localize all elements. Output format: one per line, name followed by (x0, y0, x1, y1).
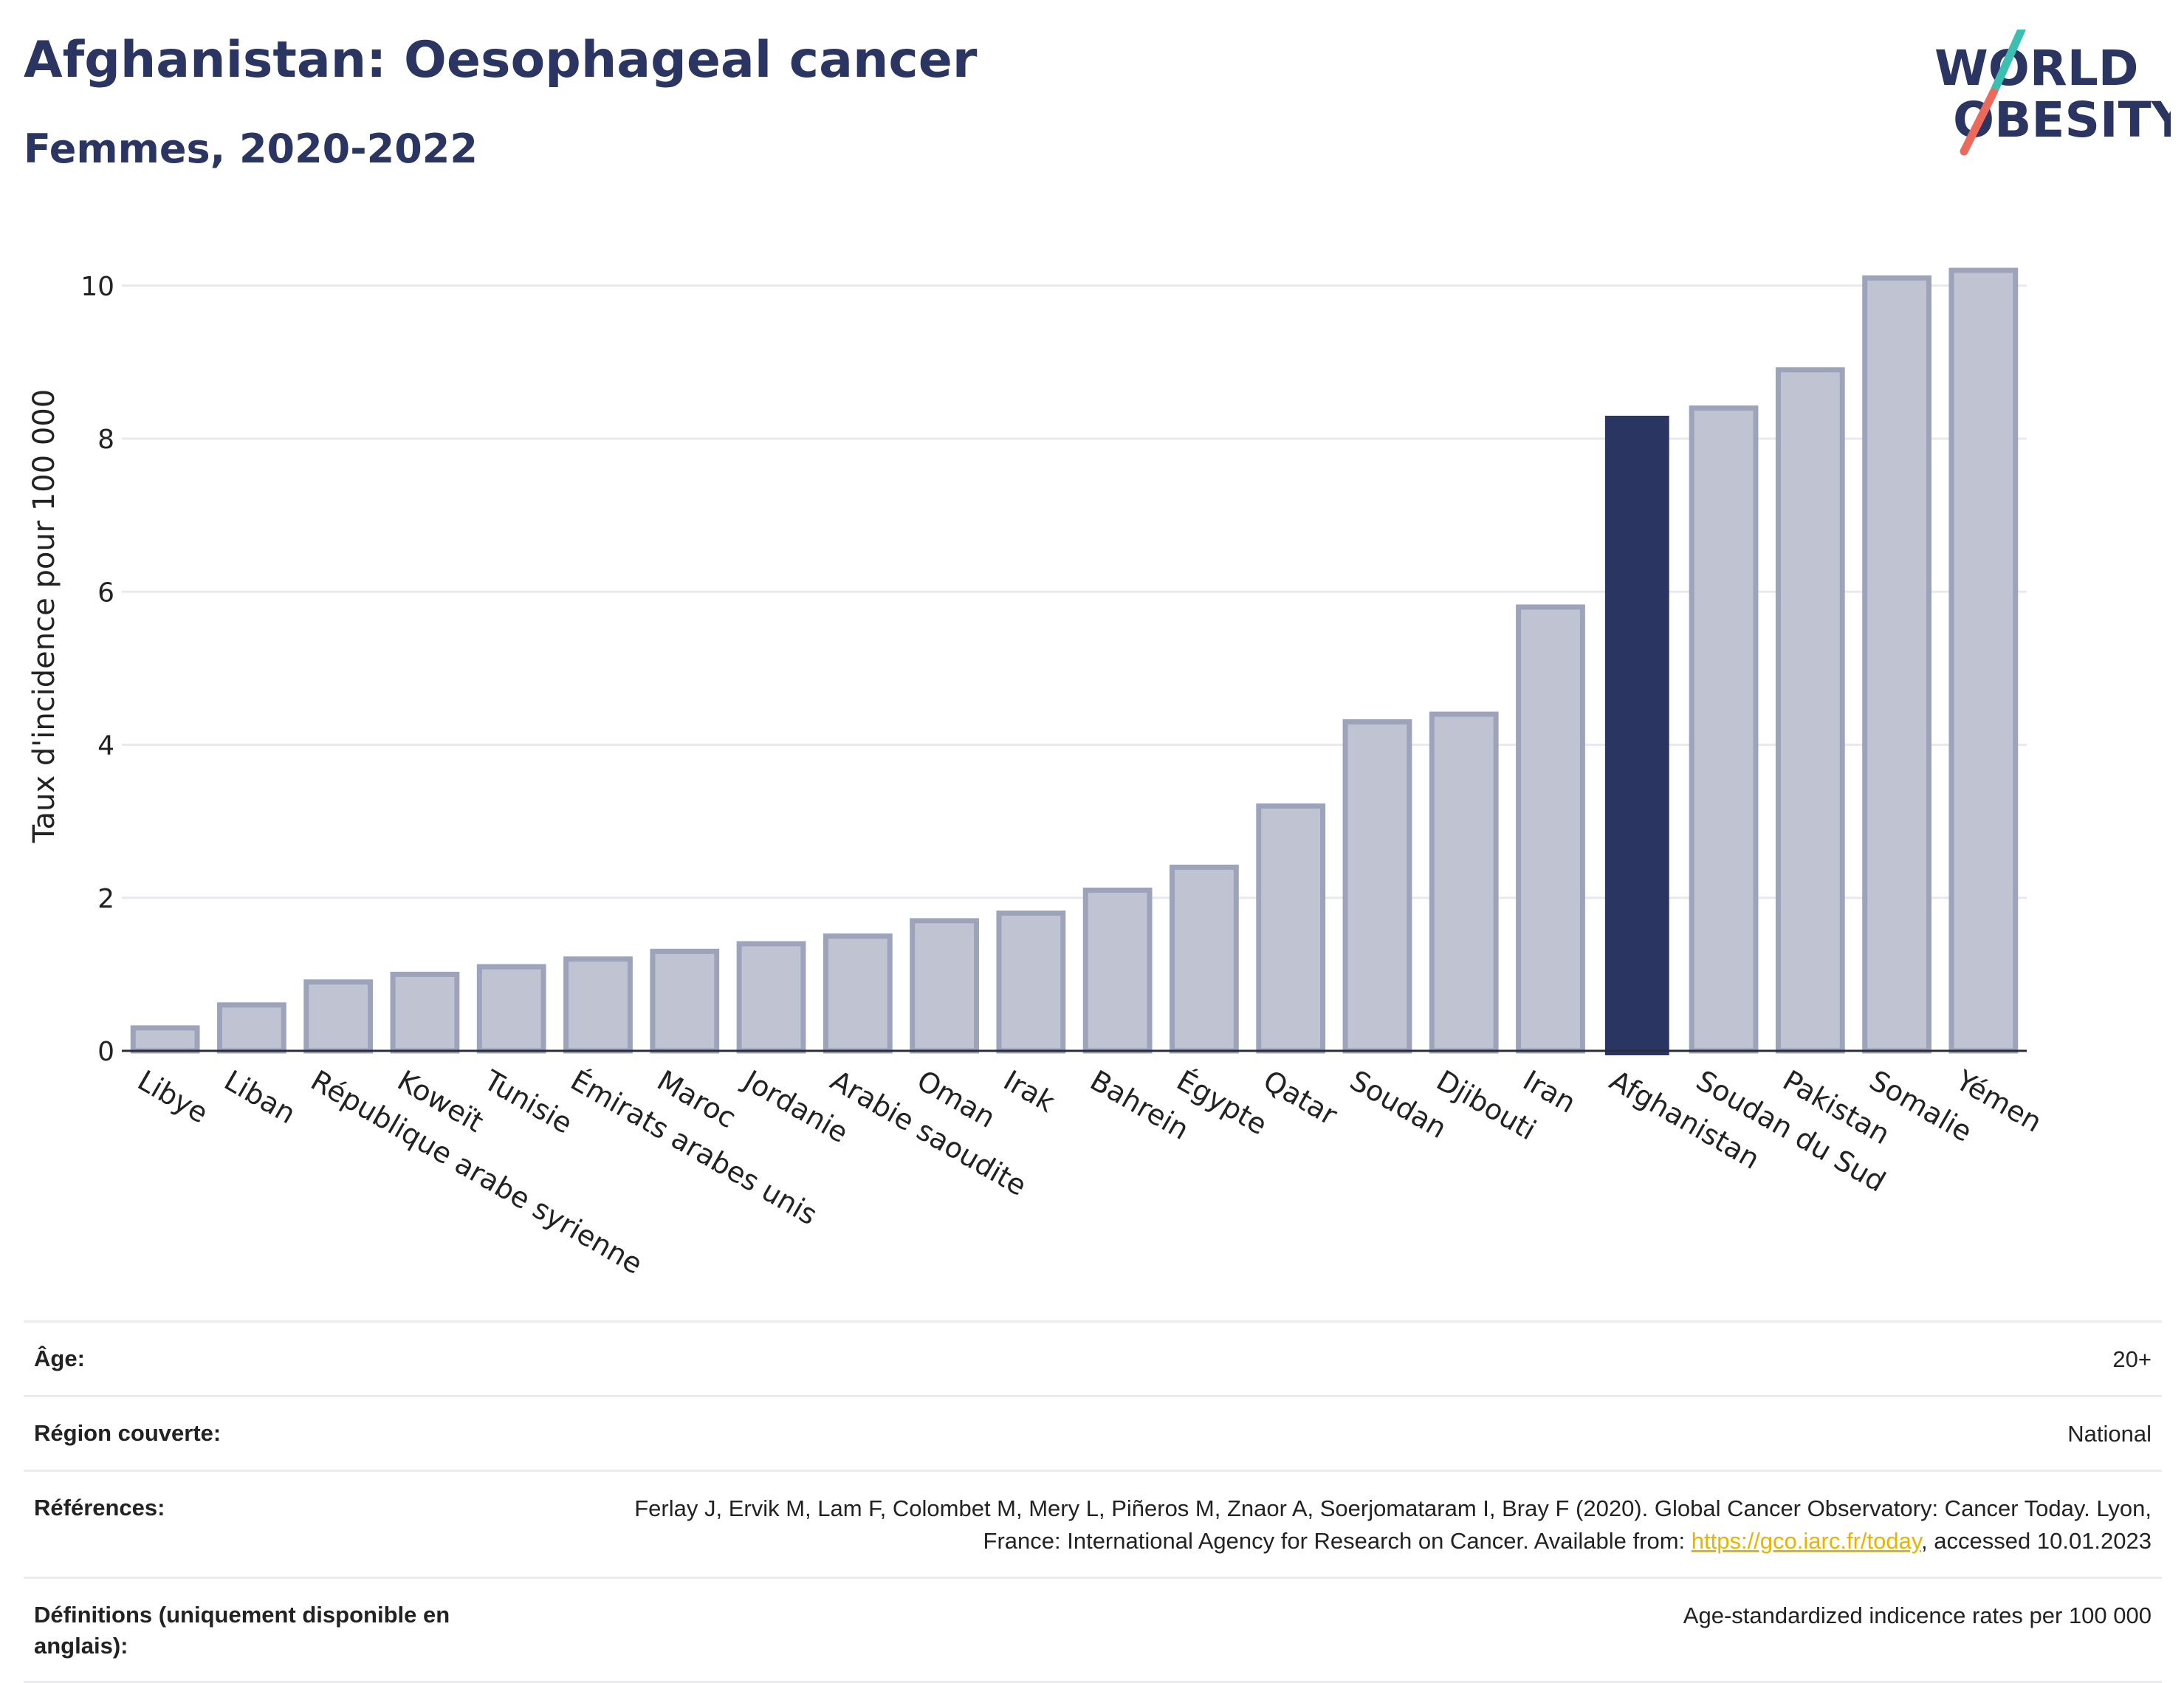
bar-15 (1429, 711, 1499, 1054)
references-text: Ferlay J, Ervik M, Lam F, Colombet M, Me… (634, 1495, 2152, 1554)
y-tick-label: 4 (97, 731, 114, 761)
bar-4 (476, 964, 546, 1054)
bar-8 (823, 933, 893, 1054)
y-tick-label: 2 (97, 884, 114, 914)
bar-11 (1082, 887, 1153, 1054)
x-tick-label: Soudan (1345, 1064, 1452, 1145)
bar-20 (1862, 275, 1931, 1054)
x-tick-label: Libye (132, 1064, 213, 1130)
meta-row-definitions: Définitions (uniquement disponible en an… (24, 1577, 2162, 1683)
page-subtitle: Femmes, 2020-2022 (24, 126, 478, 172)
meta-value-references: Ferlay J, Ervik M, Lam F, Colombet M, Me… (601, 1492, 2152, 1557)
bar-19 (1775, 367, 1845, 1054)
bar-2 (303, 979, 374, 1054)
bar-7 (736, 941, 806, 1054)
bar-9 (910, 918, 979, 1054)
page-title: Afghanistan: Oesophageal cancer (24, 31, 978, 89)
x-tick-label: Irak (998, 1064, 1060, 1119)
meta-label-region: Région couverte: (34, 1420, 222, 1446)
metadata-table: Âge: 20+ Région couverte: National Référ… (24, 1320, 2162, 1683)
bar-21 (1948, 267, 2019, 1054)
bar-17 (1604, 415, 1669, 1055)
bar-1 (217, 1002, 286, 1054)
bar-16 (1516, 604, 1585, 1054)
bar-13 (1256, 803, 1326, 1054)
meta-label-age: Âge: (34, 1346, 85, 1371)
meta-label-references: Références: (34, 1495, 165, 1521)
meta-row-references: Références: Ferlay J, Ervik M, Lam F, Co… (24, 1470, 2162, 1577)
x-tick-label: Djibouti (1431, 1064, 1542, 1147)
meta-row-age: Âge: 20+ (24, 1320, 2162, 1395)
meta-label-definitions: Définitions (uniquement disponible en an… (34, 1602, 450, 1659)
bar-14 (1342, 719, 1412, 1054)
meta-value-region: National (2067, 1421, 2152, 1447)
meta-value-definitions: Age-standardized indicence rates per 100… (1683, 1603, 2152, 1628)
bar-10 (996, 910, 1066, 1054)
logo-slash-coral (1960, 88, 1998, 156)
bar-12 (1170, 864, 1239, 1054)
meta-value-age: 20+ (2112, 1346, 2152, 1372)
bar-5 (563, 956, 633, 1054)
y-tick-label: 8 (97, 425, 114, 455)
logo-slash-teal (1989, 30, 2026, 97)
y-tick-label: 10 (80, 272, 114, 302)
y-axis-label: Taux d'incidence pour 100 000 (27, 389, 61, 843)
x-tick-label: Liban (219, 1064, 301, 1131)
y-tick-label: 0 (97, 1037, 114, 1067)
bar-0 (130, 1025, 200, 1054)
logo-word-world: WORLD (1934, 40, 2139, 97)
world-obesity-logo: WORLD OBESITY (1934, 30, 2171, 156)
bar-chart: 0 2 4 6 8 10 Taux d'incidence pour 100 000 Liby… (27, 267, 2047, 1281)
y-tick-label: 6 (97, 577, 114, 608)
bar-6 (650, 948, 720, 1054)
x-tick-label: Tunisie (478, 1063, 577, 1140)
bar-3 (390, 971, 460, 1054)
x-tick-label: Qatar (1258, 1064, 1343, 1132)
meta-row-region: Région couverte: National (24, 1395, 2162, 1470)
references-accessed: , accessed 10.01.2023 (1921, 1528, 2152, 1554)
x-tick-label: Bahrein (1085, 1064, 1195, 1146)
references-link[interactable]: https://gco.iarc.fr/today (1691, 1528, 1922, 1554)
bar-18 (1689, 405, 1759, 1054)
